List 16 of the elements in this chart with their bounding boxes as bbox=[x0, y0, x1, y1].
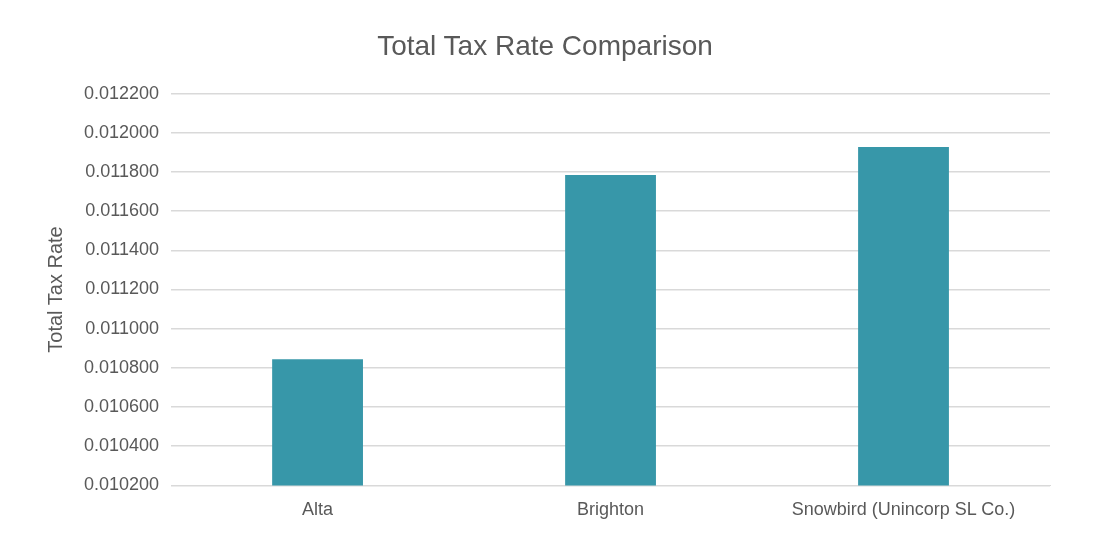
y-tick-label: 0.011600 bbox=[85, 200, 160, 221]
y-tick-label: 0.010600 bbox=[84, 396, 160, 417]
y-tick-label: 0.012200 bbox=[84, 82, 160, 103]
y-tick-label: 0.010800 bbox=[84, 356, 160, 377]
y-tick-label: 0.010400 bbox=[84, 435, 160, 456]
y-tick-label: 0.010200 bbox=[84, 474, 160, 495]
x-tick-label: Snowbird (Unincorp SL Co.) bbox=[791, 499, 1016, 520]
chart-title: Total Tax Rate Comparison bbox=[377, 29, 713, 61]
x-tick-label: Brighton bbox=[577, 499, 645, 520]
y-tick-label: 0.011400 bbox=[85, 239, 160, 260]
y-tick-label: 0.012000 bbox=[84, 121, 160, 142]
y-tick-label: 0.011800 bbox=[85, 160, 160, 181]
x-tick-label: Alta bbox=[302, 499, 335, 520]
y-axis-title: Total Tax Rate bbox=[43, 226, 66, 353]
y-tick-label: 0.011000 bbox=[85, 317, 160, 338]
y-tick-label: 0.011200 bbox=[85, 278, 160, 299]
